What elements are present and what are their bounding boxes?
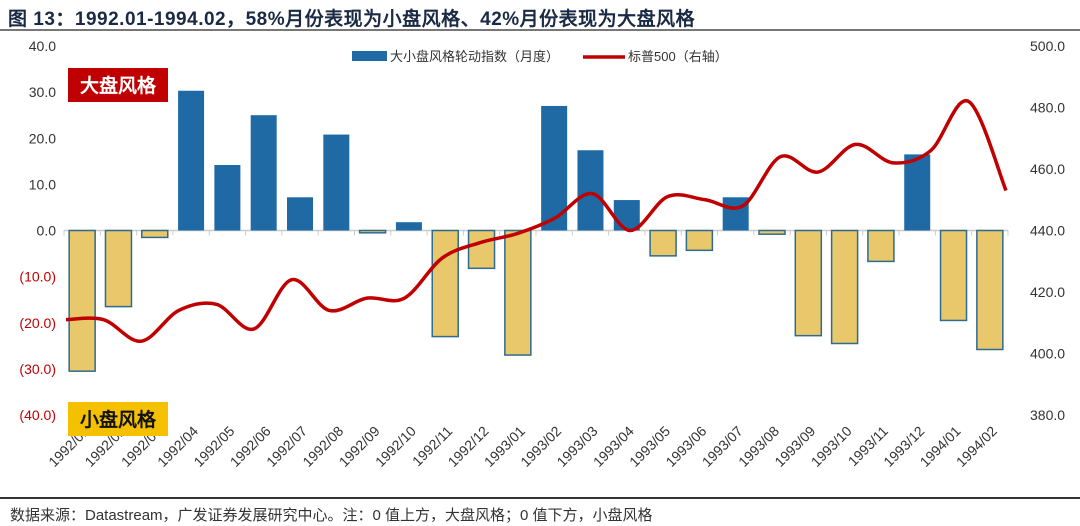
bar-1993-01 bbox=[504, 229, 532, 356]
left-axis-tick-label: 20.0 bbox=[29, 130, 56, 146]
left-axis-tick-label: 40.0 bbox=[29, 38, 56, 54]
right-axis-tick-label: 420.0 bbox=[1030, 284, 1065, 300]
bar-1993-04 bbox=[613, 200, 640, 231]
right-axis-tick-label: 380.0 bbox=[1030, 407, 1065, 423]
bar-1992-02 bbox=[104, 229, 133, 308]
bar-1992-09 bbox=[358, 229, 387, 234]
bar-1992-03 bbox=[141, 229, 169, 239]
bar-1994-02 bbox=[976, 229, 1004, 351]
left-axis-tick-label: (20.0) bbox=[19, 315, 56, 331]
x-tick-label: 1992/10 bbox=[372, 423, 419, 470]
bar-1993-02 bbox=[541, 105, 568, 231]
left-axis-tick-label: (30.0) bbox=[19, 361, 56, 377]
small-cap-tag bbox=[68, 402, 168, 436]
large-cap-tag-label: 大盘风格 bbox=[80, 74, 157, 97]
left-axis-tick-label: 0.0 bbox=[37, 223, 57, 239]
bar-1993-08 bbox=[758, 229, 786, 235]
bar-1993-05 bbox=[649, 229, 677, 257]
title-divider bbox=[0, 29, 1080, 31]
chart-title: 图 13：1992.01-1994.02，58%月份表现为小盘风格、42%月份表… bbox=[8, 9, 696, 30]
bar-1993-03 bbox=[577, 150, 604, 231]
bar-1992-06 bbox=[250, 115, 277, 231]
bar-1992-05 bbox=[214, 165, 241, 231]
bar-1992-04 bbox=[178, 90, 205, 231]
right-axis-tick-label: 480.0 bbox=[1030, 100, 1065, 116]
bar-1994-01 bbox=[939, 229, 968, 322]
x-tick-label: 1994/02 bbox=[953, 423, 1000, 470]
legend-label-bar: 大小盘风格轮动指数（月度） bbox=[390, 49, 559, 64]
left-axis-tick-label: 30.0 bbox=[29, 84, 56, 100]
bar-1993-09 bbox=[794, 229, 823, 337]
legend-label-line: 标普500（右轴） bbox=[628, 49, 728, 64]
bar-1992-12 bbox=[467, 229, 496, 270]
bar-1992-11 bbox=[431, 229, 459, 338]
large-cap-tag bbox=[68, 68, 168, 102]
bar-1993-10 bbox=[830, 229, 859, 345]
legend-swatch-bar bbox=[352, 51, 387, 61]
right-axis-tick-label: 500.0 bbox=[1030, 38, 1065, 54]
right-axis-tick-label: 440.0 bbox=[1030, 223, 1065, 239]
sp500-line bbox=[65, 99, 1008, 343]
bar-1993-12 bbox=[904, 154, 931, 231]
footer-divider bbox=[0, 497, 1080, 499]
left-axis-tick-label: (40.0) bbox=[19, 407, 56, 423]
bar-1992-10 bbox=[395, 222, 422, 231]
bar-1992-07 bbox=[287, 197, 313, 231]
bar-1992-08 bbox=[323, 134, 350, 231]
bar-1993-11 bbox=[867, 229, 895, 263]
x-tick-label: 1993/10 bbox=[808, 423, 855, 470]
bar-1992-01 bbox=[68, 229, 96, 372]
left-axis-tick-label: 10.0 bbox=[29, 176, 56, 192]
right-axis-tick-label: 460.0 bbox=[1030, 161, 1065, 177]
bar-1993-06 bbox=[685, 229, 714, 252]
left-axis-tick-label: (10.0) bbox=[19, 269, 56, 285]
small-cap-tag-label: 小盘风格 bbox=[80, 408, 157, 431]
source-note: 数据来源：Datastream，广发证券发展研究中心。注：0 值上方，大盘风格；… bbox=[10, 507, 653, 524]
right-axis-tick-label: 400.0 bbox=[1030, 346, 1065, 362]
